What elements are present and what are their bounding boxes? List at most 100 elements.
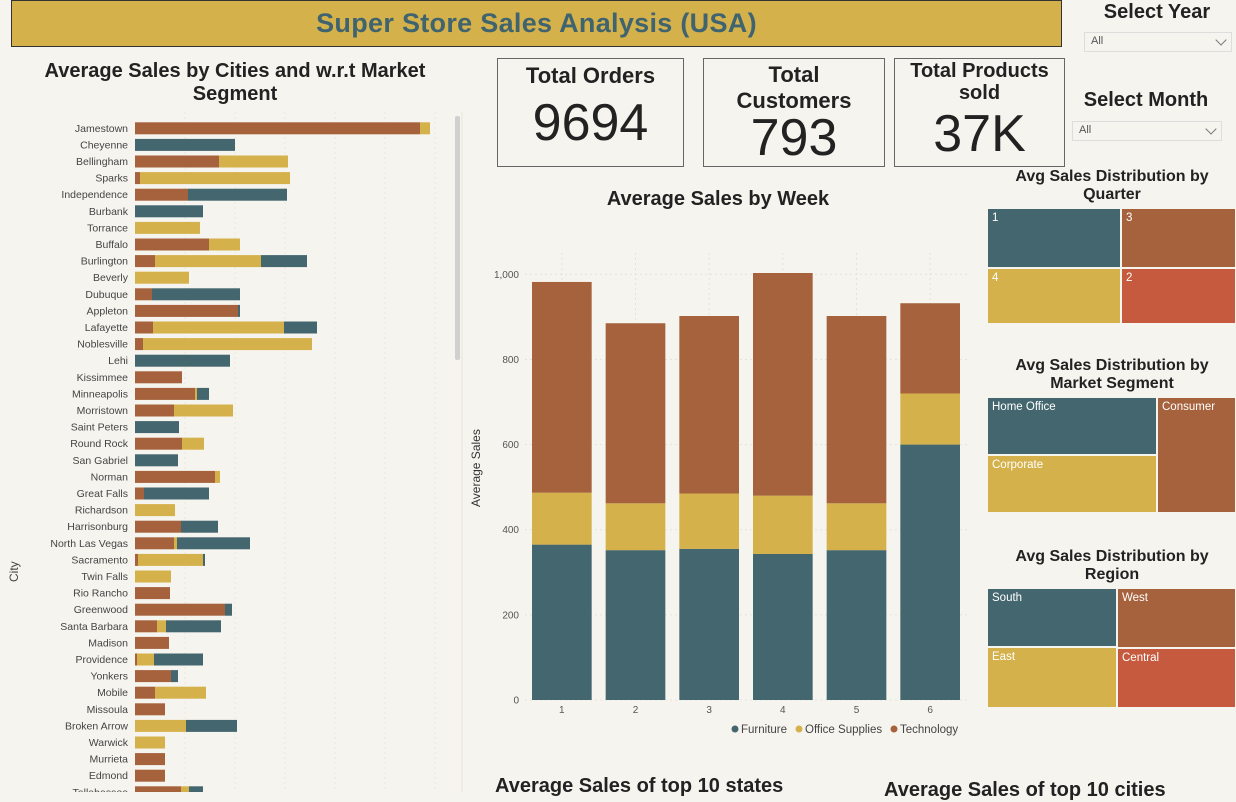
city-bar-segment[interactable]: [135, 304, 238, 317]
year-dropdown[interactable]: All: [1084, 32, 1232, 52]
week-bar-segment[interactable]: [752, 495, 813, 554]
city-bar-segment[interactable]: [135, 155, 219, 168]
city-chart-scrollbar[interactable]: [455, 116, 460, 360]
treemap-cell-q3[interactable]: 3: [1121, 208, 1236, 268]
city-bar-segment[interactable]: [135, 172, 140, 185]
treemap-cell-q4[interactable]: 4: [987, 268, 1121, 324]
city-bar-segment[interactable]: [219, 155, 288, 168]
city-bar-segment[interactable]: [135, 736, 165, 749]
city-bar-segment[interactable]: [135, 221, 200, 234]
week-bar-segment[interactable]: [900, 393, 961, 445]
city-bar-segment[interactable]: [155, 686, 206, 699]
week-bar-segment[interactable]: [826, 550, 887, 700]
city-bar-segment[interactable]: [188, 188, 287, 201]
city-bar-segment[interactable]: [135, 769, 165, 782]
city-bar-segment[interactable]: [135, 719, 186, 732]
city-bar-segment[interactable]: [135, 504, 175, 517]
city-bar-segment[interactable]: [135, 338, 143, 351]
city-bar-segment[interactable]: [135, 122, 420, 135]
city-bar-segment[interactable]: [144, 487, 209, 500]
week-bar-segment[interactable]: [679, 548, 740, 700]
city-bar-segment[interactable]: [135, 288, 152, 301]
city-bar-segment[interactable]: [135, 670, 171, 683]
city-bar-segment[interactable]: [135, 753, 165, 766]
week-bar-segment[interactable]: [752, 273, 813, 496]
city-bar-segment[interactable]: [209, 238, 240, 251]
city-bar-segment[interactable]: [197, 387, 209, 400]
city-bar-segment[interactable]: [135, 703, 165, 716]
treemap-cell-east[interactable]: East: [987, 647, 1117, 708]
city-bar-segment[interactable]: [157, 620, 166, 633]
treemap-cell-q2[interactable]: 2: [1121, 268, 1236, 324]
city-bar-segment[interactable]: [135, 421, 179, 434]
city-bar-segment[interactable]: [174, 537, 177, 550]
city-bar-segment[interactable]: [135, 354, 230, 367]
treemap-cell-consumer[interactable]: Consumer: [1157, 397, 1236, 513]
city-bar-segment[interactable]: [135, 371, 182, 384]
city-bar-segment[interactable]: [135, 570, 171, 583]
city-bar-segment[interactable]: [137, 653, 154, 666]
city-bar-segment[interactable]: [154, 653, 203, 666]
city-bar-segment[interactable]: [135, 470, 215, 483]
city-bar-segment[interactable]: [225, 603, 232, 616]
week-bar-segment[interactable]: [679, 316, 740, 494]
city-bar-segment[interactable]: [135, 786, 181, 792]
city-bar-segment[interactable]: [153, 321, 284, 334]
city-bar-segment[interactable]: [135, 620, 157, 633]
treemap-cell-central[interactable]: Central: [1117, 648, 1236, 708]
treemap-cell-home-office[interactable]: Home Office: [987, 397, 1157, 455]
week-bar-segment[interactable]: [826, 316, 887, 504]
week-bar-segment[interactable]: [605, 503, 666, 551]
week-bar-segment[interactable]: [900, 303, 961, 394]
city-bar-segment[interactable]: [138, 553, 203, 566]
week-bar-segment[interactable]: [826, 503, 887, 551]
city-bar-segment[interactable]: [135, 138, 235, 151]
city-bar-segment[interactable]: [135, 404, 174, 417]
week-bar-segment[interactable]: [752, 553, 813, 700]
week-bar-segment[interactable]: [531, 492, 592, 545]
city-bar-segment[interactable]: [135, 487, 144, 500]
city-bar-segment[interactable]: [195, 387, 197, 400]
city-bar-segment[interactable]: [135, 271, 189, 284]
city-bar-segment[interactable]: [135, 636, 169, 649]
city-bar-segment[interactable]: [152, 288, 240, 301]
week-bar-segment[interactable]: [605, 550, 666, 700]
city-bar-segment[interactable]: [203, 553, 205, 566]
city-bar-segment[interactable]: [135, 520, 181, 533]
city-bar-segment[interactable]: [166, 620, 221, 633]
treemap-cell-q1[interactable]: 1: [987, 208, 1121, 268]
city-bar-segment[interactable]: [135, 454, 178, 467]
city-bar-segment[interactable]: [135, 188, 188, 201]
treemap-cell-corporate[interactable]: Corporate: [987, 455, 1157, 513]
city-bar-segment[interactable]: [155, 255, 261, 268]
city-bar-segment[interactable]: [135, 553, 138, 566]
city-bar-segment[interactable]: [177, 537, 250, 550]
month-dropdown[interactable]: All: [1072, 121, 1222, 141]
city-bar-segment[interactable]: [135, 437, 182, 450]
city-bar-segment[interactable]: [135, 255, 155, 268]
city-bar-segment[interactable]: [182, 437, 204, 450]
treemap-cell-south[interactable]: South: [987, 588, 1117, 647]
week-bar-segment[interactable]: [531, 281, 592, 493]
city-bar-segment[interactable]: [420, 122, 430, 135]
city-bar-segment[interactable]: [174, 404, 233, 417]
city-bar-segment[interactable]: [238, 304, 240, 317]
city-bar-segment[interactable]: [140, 172, 290, 185]
week-bar-segment[interactable]: [531, 544, 592, 700]
city-bar-segment[interactable]: [171, 670, 178, 683]
treemap-cell-west[interactable]: West: [1117, 588, 1236, 648]
city-bar-segment[interactable]: [284, 321, 317, 334]
city-bar-segment[interactable]: [135, 603, 225, 616]
city-bar-segment[interactable]: [135, 587, 170, 600]
city-bar-segment[interactable]: [181, 520, 218, 533]
city-bar-segment[interactable]: [135, 537, 174, 550]
city-bar-segment[interactable]: [261, 255, 307, 268]
city-bar-segment[interactable]: [135, 205, 203, 218]
week-bar-segment[interactable]: [900, 444, 961, 700]
city-bar-segment[interactable]: [215, 470, 220, 483]
city-bar-segment[interactable]: [135, 653, 137, 666]
city-bar-segment[interactable]: [189, 786, 203, 792]
city-bar-segment[interactable]: [181, 786, 189, 792]
city-bar-segment[interactable]: [135, 387, 195, 400]
city-bar-segment[interactable]: [135, 238, 209, 251]
